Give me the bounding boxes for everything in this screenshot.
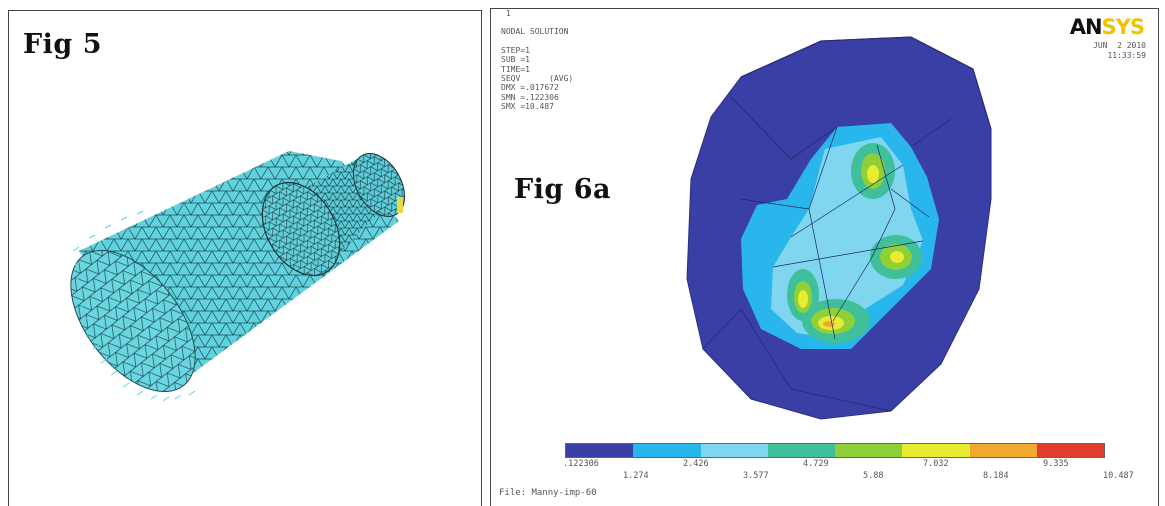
legend-lower-tick: 1.274 [623, 471, 649, 481]
legend-swatch [835, 444, 903, 457]
legend-swatch [1036, 444, 1104, 457]
shaft-end [261, 153, 406, 277]
corner-number: 1 [506, 9, 511, 18]
figure-5-panel: Fig 5 [8, 10, 482, 506]
legend-upper-tick: .122306 [563, 459, 599, 469]
color-legend-bar [565, 443, 1105, 458]
legend-upper-tick: 4.729 [803, 459, 829, 469]
legend-lower-tick: 8.184 [983, 471, 1009, 481]
info-line: NODAL SOLUTION [501, 27, 569, 36]
legend-lower-tick: 10.487 [1103, 471, 1134, 481]
figure-5-label: Fig 5 [23, 29, 102, 60]
info-line: TIME=1 [501, 65, 530, 74]
mesh-cylinder-illustration [70, 151, 406, 402]
legend-swatch [902, 444, 970, 457]
file-name: File: Manny-imp-60 [499, 488, 597, 498]
legend-swatch [566, 444, 634, 457]
legend-upper-tick: 9.335 [1043, 459, 1069, 469]
figure-6a-panel: 1 NODAL SOLUTION STEP=1 SUB =1 TIME=1 SE… [490, 8, 1159, 506]
stress-contour-plot [686, 36, 992, 420]
time-stamp: 11:33:59 [1107, 51, 1146, 60]
info-line: SMX =10.487 [501, 102, 554, 111]
legend-lower-tick: 5.88 [863, 471, 884, 481]
info-line: STEP=1 [501, 46, 530, 55]
info-line: SMN =.122306 [501, 93, 559, 102]
ansys-logo: ANSYS [1069, 15, 1145, 39]
constraint-markers [72, 210, 196, 402]
legend-upper-tick: 7.032 [923, 459, 949, 469]
figure-6a-label: Fig 6a [514, 174, 611, 205]
info-line: DMX =.017672 [501, 83, 559, 92]
legend-swatch [700, 444, 768, 457]
legend-swatch [969, 444, 1037, 457]
info-line: SUB =1 [501, 55, 530, 64]
legend-swatch [767, 444, 835, 457]
info-line: SEQV (AVG) [501, 74, 574, 83]
date-stamp: JUN 2 2010 [1093, 41, 1146, 50]
legend-lower-tick: 3.577 [743, 471, 769, 481]
legend-upper-tick: 2.426 [683, 459, 709, 469]
legend-swatch [633, 444, 701, 457]
